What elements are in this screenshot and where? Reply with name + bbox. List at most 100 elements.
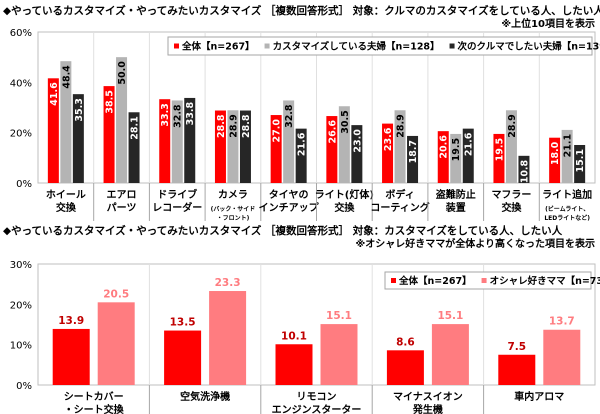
category-label: ・フロント) (217, 215, 250, 222)
y-tick-label: 10% (10, 341, 32, 352)
bar (97, 302, 135, 385)
data-label: 13.9 (58, 315, 84, 327)
data-label: 15.1 (326, 310, 352, 322)
data-label: 21.6 (297, 132, 308, 156)
chart-title: ◆やっているカスタマイズ・やってみたいカスタマイズ ［複数回答形式］ 対象：クル… (3, 4, 600, 17)
bar (283, 100, 295, 183)
category-label: ホイール (46, 189, 86, 201)
legend: 全体【n=267】 カスタマイズしている夫婦【n=128】 次のクルマでしたい夫婦【… (167, 36, 600, 56)
data-label: 18.0 (550, 141, 561, 165)
data-label: 10.1 (281, 330, 307, 342)
category-label: ライト追加 (542, 188, 592, 201)
category-label: タイヤの (269, 189, 309, 201)
bar (295, 128, 307, 183)
category-label: コーティング (370, 201, 429, 214)
category-label: マフラー (491, 189, 531, 201)
bar (462, 128, 474, 183)
bar (164, 330, 202, 385)
bar (184, 97, 196, 183)
data-label: 27.0 (272, 119, 283, 143)
data-label: 28.9 (507, 114, 518, 137)
bar (498, 354, 536, 385)
chart-title: ◆やっているカスタマイズ・やってみたいカスタマイズ ［複数回答形式］ 対象：カス… (3, 224, 563, 237)
category-label: レコーダー (152, 201, 202, 214)
data-label: 20.6 (439, 135, 450, 159)
bar (382, 123, 394, 183)
category-label: シートカバー (64, 391, 124, 403)
bar (239, 110, 251, 183)
data-label: 19.5 (494, 138, 505, 161)
category-label: LEDライトなど) (544, 214, 590, 222)
y-tick-label: 20% (10, 129, 32, 140)
category-label: 交換 (501, 201, 522, 214)
bar (128, 112, 140, 183)
bar (338, 106, 350, 183)
legend: 全体【n=267】 オシャレ好きママ【n=73】 (384, 271, 600, 290)
legend-swatch (449, 43, 455, 49)
data-label: 23.0 (352, 129, 363, 153)
data-label: 13.7 (549, 316, 575, 328)
bar (159, 99, 171, 183)
data-label: 28.8 (216, 114, 227, 138)
bar (47, 78, 59, 183)
bar (214, 110, 226, 183)
data-label: 41.6 (49, 82, 60, 106)
legend-box (384, 271, 592, 290)
bar (493, 133, 505, 183)
bar (450, 133, 462, 183)
bar (351, 125, 363, 183)
y-tick-label: 40% (10, 78, 32, 89)
category-label: 車内アロマ (514, 390, 564, 403)
bar (543, 329, 581, 385)
bar (227, 110, 239, 183)
category-label: ドライブ (157, 188, 197, 201)
bar (437, 131, 449, 183)
y-tick-label: 0% (16, 179, 32, 190)
category-label: 交換 (334, 201, 355, 214)
category-label: エンジンスターター (272, 404, 362, 414)
chart-note: ※上位10項目を表示 (501, 17, 595, 30)
data-label: 28.9 (396, 114, 407, 137)
category-label: マイナスイオン (393, 391, 463, 403)
bar (270, 115, 282, 183)
legend-swatch (481, 278, 487, 283)
bar (549, 137, 561, 183)
bar (505, 110, 517, 183)
data-label: 19.5 (451, 138, 462, 161)
data-label: 21.1 (563, 134, 574, 157)
bar (326, 116, 338, 183)
data-label: 28.9 (228, 114, 239, 137)
bar (394, 110, 406, 183)
bar (116, 57, 128, 183)
legend-label: 全体【n=267】 (181, 41, 255, 53)
data-label: 35.3 (74, 98, 85, 121)
category-label: カメラ (218, 189, 248, 201)
chart-note: ※オシャレ好きママが全体より高くなった項目を表示 (355, 237, 595, 250)
category-label: パーツ (107, 202, 137, 214)
data-label: 15.1 (575, 149, 586, 172)
data-label: 33.3 (160, 103, 171, 126)
data-label: 28.1 (130, 116, 141, 139)
category-label: ・シート交換 (64, 403, 125, 414)
data-label: 23.6 (383, 127, 394, 151)
category-label: リモコン (297, 391, 337, 403)
bar (561, 129, 573, 183)
data-label: 21.6 (464, 132, 475, 156)
legend-label: 全体【n=267】 (398, 275, 472, 287)
category-label: (バック・サイド (211, 205, 256, 213)
bar (518, 155, 530, 183)
bar (574, 144, 586, 183)
bar (386, 350, 424, 385)
category-label: 空気洗浄機 (180, 390, 230, 403)
data-label: 26.6 (327, 120, 338, 144)
bar (52, 328, 90, 385)
y-tick-label: 60% (10, 28, 32, 39)
legend-swatch (174, 43, 179, 49)
y-tick-label: 0% (16, 381, 32, 392)
data-label: 15.1 (437, 310, 463, 322)
bar (275, 344, 313, 385)
category-label: 発生機 (412, 403, 443, 414)
chart-1: ◆やっているカスタマイズ・やってみたいカスタマイズ ［複数回答形式］ 対象：クル… (3, 4, 600, 222)
